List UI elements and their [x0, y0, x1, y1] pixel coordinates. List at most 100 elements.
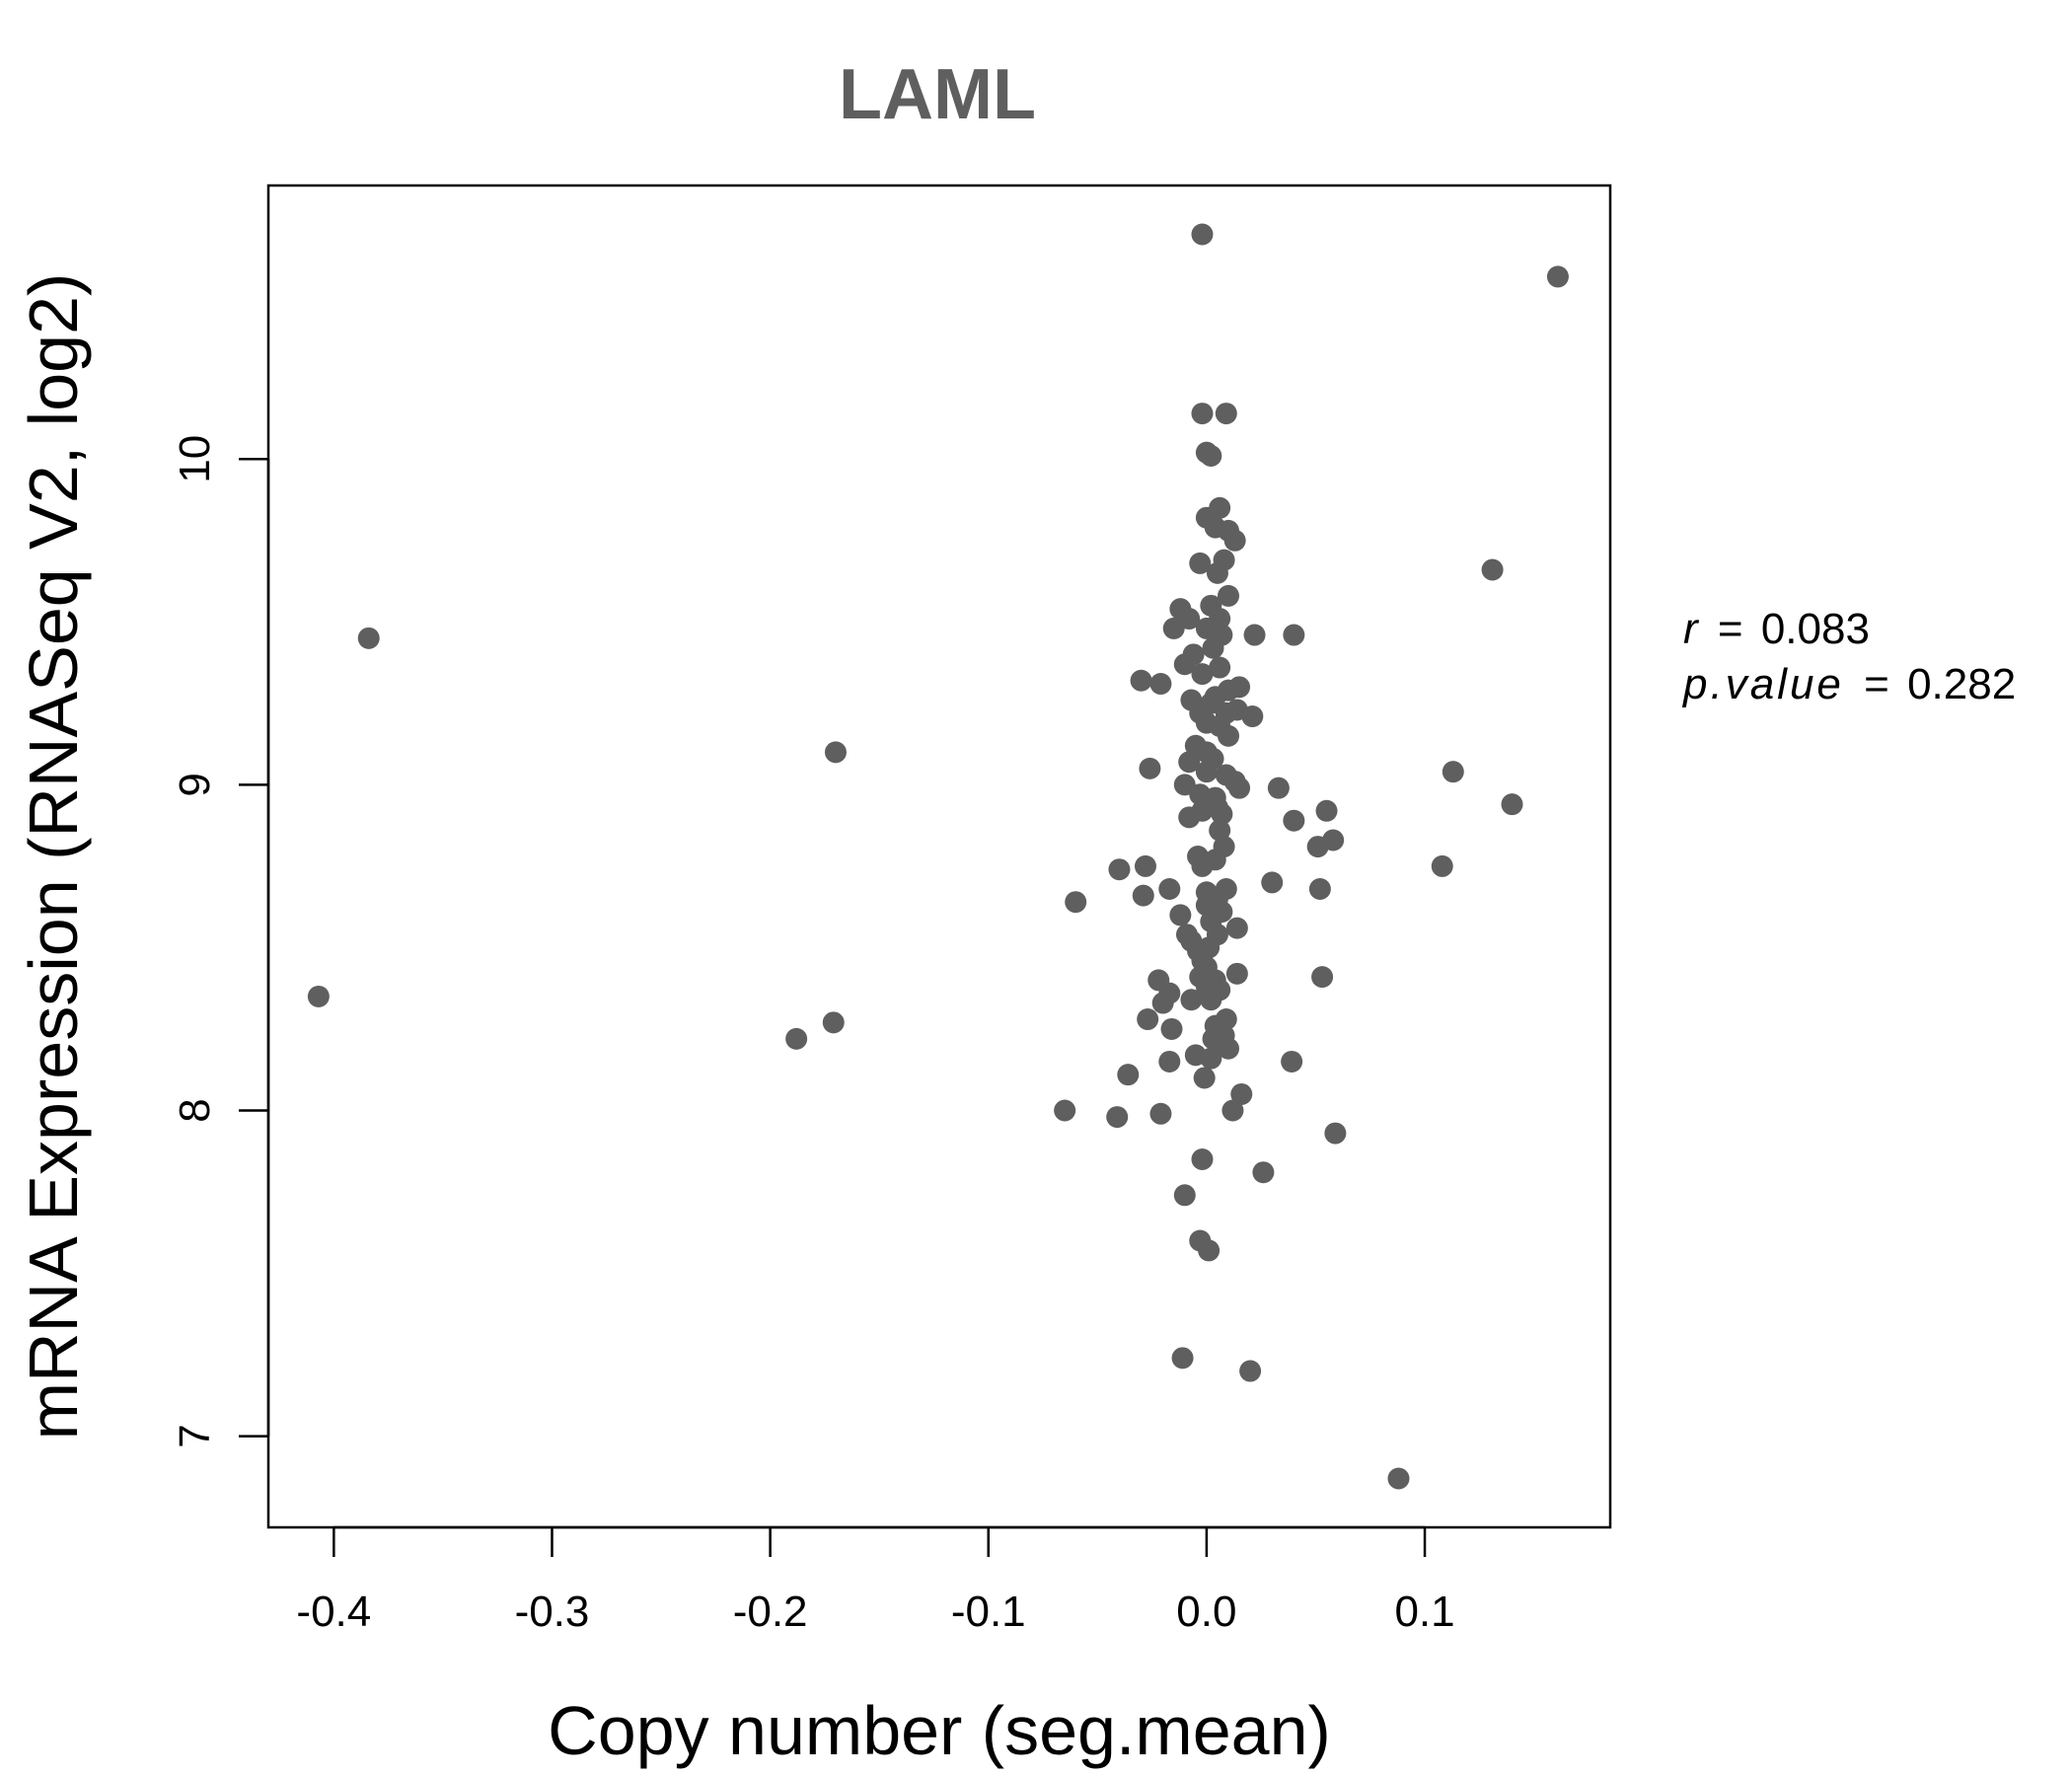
p-value-label: p.value — [1681, 660, 1844, 708]
data-point — [1178, 806, 1201, 829]
data-point — [1130, 669, 1152, 692]
data-point — [1139, 757, 1161, 779]
data-point — [1191, 1147, 1214, 1170]
data-point — [1149, 673, 1172, 696]
x-tick-label: -0.1 — [951, 1588, 1026, 1636]
y-tick-label: 8 — [171, 1098, 219, 1122]
x-axis-label: Copy number (seg.mean) — [548, 1692, 1331, 1769]
plot-frame — [266, 184, 1612, 1529]
data-point — [1239, 1360, 1262, 1382]
r-equals: = — [1718, 605, 1743, 653]
svg-text:p.value = 0.282: p.value = 0.282 — [1681, 660, 2016, 708]
x-tick-label: -0.3 — [515, 1588, 590, 1636]
data-point — [1173, 653, 1196, 676]
data-point — [1442, 761, 1464, 783]
r-label: r — [1683, 605, 1700, 653]
data-point — [1191, 403, 1214, 425]
data-point — [1243, 624, 1266, 646]
data-point — [824, 741, 847, 764]
data-point — [1134, 854, 1156, 877]
data-point — [1160, 1017, 1183, 1040]
x-tick-label: 0.1 — [1394, 1588, 1454, 1636]
data-point — [1206, 561, 1228, 584]
data-point — [1311, 966, 1334, 989]
data-point — [1283, 624, 1305, 646]
data-point — [1261, 871, 1284, 894]
data-point — [1501, 793, 1523, 816]
x-axis: -0.4 -0.3 -0.2 -0.1 0.0 0.1 — [296, 1525, 1455, 1636]
x-tick-label: -0.2 — [733, 1588, 808, 1636]
data-point — [1230, 1082, 1253, 1105]
x-tick-label: -0.4 — [296, 1588, 371, 1636]
data-point — [1387, 1467, 1410, 1490]
data-point — [1546, 265, 1569, 288]
svg-text:r = 0.083: r = 0.083 — [1683, 605, 1870, 653]
data-point — [1200, 1047, 1222, 1070]
y-axis: 7 8 9 10 — [171, 435, 270, 1448]
data-point — [1191, 854, 1214, 877]
data-point — [1132, 884, 1154, 907]
data-point — [1162, 617, 1185, 639]
data-point — [357, 627, 380, 649]
data-point — [1169, 904, 1192, 926]
data-point — [1117, 1064, 1140, 1086]
data-point — [1228, 777, 1251, 799]
data-point — [307, 985, 330, 1007]
data-point — [1221, 1099, 1244, 1122]
data-point — [1158, 1050, 1181, 1073]
data-point — [1218, 1037, 1240, 1060]
data-point — [1151, 992, 1174, 1014]
data-point — [1106, 1106, 1129, 1129]
data-point — [1225, 962, 1248, 985]
data-point — [1198, 1239, 1221, 1262]
data-point — [1252, 1161, 1275, 1184]
r-value: 0.083 — [1761, 605, 1870, 653]
data-point — [1191, 223, 1214, 246]
data-point — [1191, 663, 1214, 686]
data-point — [1223, 529, 1246, 552]
data-point — [1171, 1347, 1194, 1369]
data-point — [1209, 656, 1231, 679]
data-point — [1158, 878, 1181, 901]
data-point — [1108, 858, 1131, 881]
y-tick-label: 10 — [171, 435, 219, 483]
data-point — [785, 1027, 808, 1050]
y-tick-label: 7 — [171, 1424, 219, 1447]
data-point — [1481, 558, 1504, 581]
data-point — [1054, 1099, 1076, 1122]
data-point — [822, 1011, 845, 1034]
data-point — [1193, 1067, 1216, 1089]
data-point — [1065, 891, 1087, 914]
data-point — [1200, 444, 1222, 467]
data-point — [1306, 836, 1329, 858]
data-point — [1189, 552, 1212, 574]
data-point — [1215, 403, 1237, 425]
data-point — [1218, 724, 1240, 747]
data-point — [1200, 989, 1222, 1011]
data-point — [1209, 819, 1231, 842]
y-axis-label: mRNA Expression (RNASeq V2, log2) — [15, 273, 92, 1441]
data-point — [1178, 751, 1201, 774]
data-point — [1195, 761, 1218, 783]
stats-annotation: r = 0.083 p.value = 0.282 — [1681, 605, 2016, 708]
data-point — [1241, 705, 1264, 728]
data-point — [1225, 917, 1248, 939]
data-point — [1180, 989, 1203, 1011]
data-point — [1149, 1102, 1172, 1125]
data-point — [1137, 1008, 1159, 1031]
x-tick-label: 0.0 — [1176, 1588, 1236, 1636]
data-point — [1283, 809, 1305, 832]
data-point — [1202, 636, 1224, 659]
data-point — [1218, 584, 1240, 607]
data-point — [1173, 1184, 1196, 1207]
data-point — [1281, 1050, 1303, 1073]
data-point — [1431, 854, 1453, 877]
data-point — [1315, 799, 1338, 822]
data-point — [1308, 878, 1331, 901]
chart-title: LAML — [839, 55, 1036, 134]
data-point — [1267, 777, 1290, 799]
y-tick-label: 9 — [171, 773, 219, 796]
data-point — [1324, 1122, 1347, 1145]
data-point — [1211, 803, 1233, 826]
